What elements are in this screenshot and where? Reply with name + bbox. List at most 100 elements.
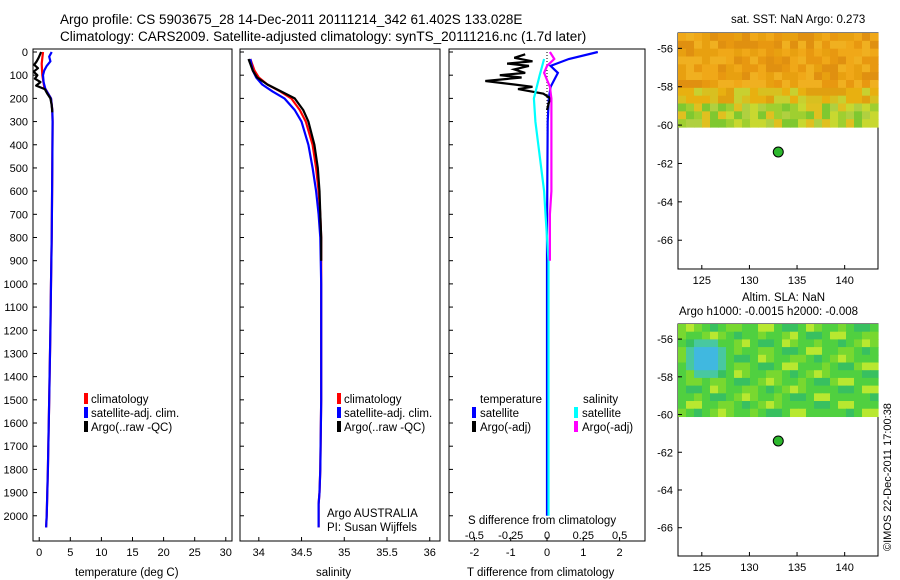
map-cell (750, 72, 759, 81)
map-cell (798, 393, 807, 402)
map-cell (838, 370, 847, 379)
map-cell (822, 72, 831, 81)
map-cell (742, 370, 751, 379)
x-tick-label: 36 (424, 547, 436, 559)
map-cell (686, 385, 695, 394)
map-cell (726, 48, 735, 58)
map-cell (742, 72, 751, 81)
map-cell (830, 33, 839, 42)
map-cell (814, 119, 823, 128)
map-cell (830, 119, 839, 128)
map-cell (758, 119, 767, 128)
s-tick-label: 0.25 (573, 530, 594, 542)
map-cell (710, 385, 719, 394)
map-cell (694, 362, 703, 371)
map-cell (750, 103, 759, 112)
map-cell (806, 48, 815, 58)
map-cell (838, 72, 847, 81)
map-cell (686, 347, 695, 356)
map-cell (814, 347, 823, 356)
map-cell (830, 72, 839, 81)
map-cell (678, 111, 687, 120)
map-cell (814, 80, 823, 89)
map-cell (726, 95, 735, 105)
map-cell (790, 40, 799, 50)
x-tick-label: 1 (580, 547, 586, 559)
map-cell (734, 370, 743, 379)
temperature-legend: climatology satellite-adj. clim. Argo(..… (84, 393, 179, 434)
map-cell (742, 87, 751, 97)
map-cell (726, 324, 735, 333)
map-cell (870, 103, 879, 112)
map-cell (870, 354, 879, 364)
map-cell (806, 72, 815, 81)
salinity-legend: climatology satellite-adj. clim. Argo(..… (337, 393, 432, 434)
x-tick-label: 15 (126, 547, 138, 559)
map-cell (686, 324, 695, 333)
y-tick-label: -60 (657, 410, 673, 422)
map-cell (854, 95, 863, 105)
map-cell (766, 103, 775, 112)
map-cell (814, 339, 823, 348)
x-tick-label: 125 (693, 275, 711, 287)
map-cell (694, 111, 703, 120)
map-cell (854, 119, 863, 128)
map-cell (870, 80, 879, 89)
map-cell (838, 103, 847, 112)
y-tick-label: 1100 (4, 302, 28, 314)
map-cell (718, 80, 727, 89)
series-line-t-satellite (545, 50, 599, 516)
x-tick-label: 0 (36, 547, 42, 559)
legend-title-salinity: salinity (583, 394, 618, 406)
x-tick-label: 20 (157, 547, 169, 559)
map-cell (814, 87, 823, 97)
map-cell (686, 80, 695, 89)
map-cell (822, 87, 831, 97)
map-cell (830, 40, 839, 50)
map-cell (798, 331, 807, 340)
map-cell (750, 48, 759, 58)
map-cell (694, 331, 703, 340)
map-cell (814, 324, 823, 333)
map-cell (702, 111, 711, 120)
map-cell (806, 111, 815, 120)
map-cell (742, 324, 751, 333)
map-cell (702, 33, 711, 42)
map-cell (854, 40, 863, 50)
map-cell (694, 72, 703, 81)
map-cell (782, 48, 791, 58)
map-cell (758, 80, 767, 89)
map-cell (862, 362, 871, 371)
map-cell (806, 385, 815, 394)
map-cell (814, 40, 823, 50)
map-cell (750, 119, 759, 128)
y-tick-label: -56 (657, 334, 673, 346)
map-cell (710, 48, 719, 58)
map-cell (830, 103, 839, 112)
map-cell (710, 354, 719, 364)
map-cell (758, 339, 767, 348)
map-cell (806, 324, 815, 333)
map-cell (806, 362, 815, 371)
map-cell (822, 385, 831, 394)
map-cell (782, 393, 791, 402)
map-cell (694, 401, 703, 410)
map-cell (838, 331, 847, 340)
map-cell (734, 103, 743, 112)
map-cell (854, 354, 863, 364)
map-cell (766, 119, 775, 128)
map-cell (734, 64, 743, 73)
map-cell (774, 80, 783, 89)
map-cell (870, 347, 879, 356)
map-cell (862, 339, 871, 348)
map-cell (766, 393, 775, 402)
map-cell (766, 40, 775, 50)
map-cell (678, 354, 687, 364)
map-cell (870, 95, 879, 105)
map-cell (750, 347, 759, 356)
map-cell (870, 48, 879, 58)
map-cell (726, 33, 735, 42)
map-cell (822, 370, 831, 379)
map-cell (798, 95, 807, 105)
argo-float-marker (772, 435, 784, 447)
